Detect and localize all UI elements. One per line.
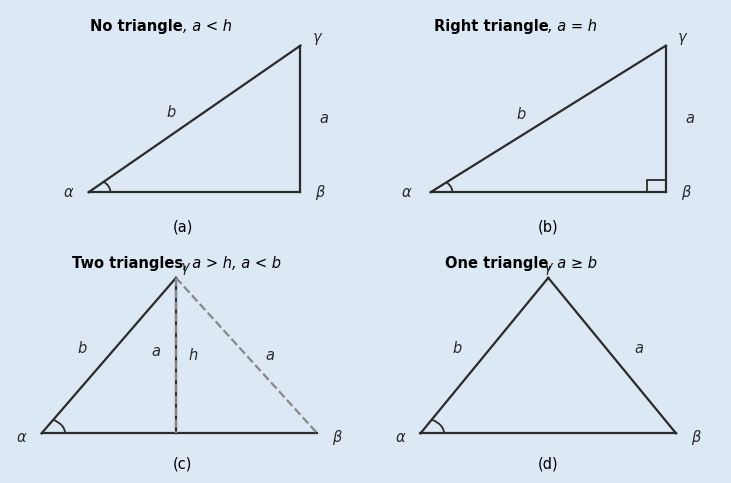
- Text: $\beta$: $\beta$: [691, 428, 702, 447]
- Text: b: b: [167, 105, 175, 120]
- Text: $\beta$: $\beta$: [681, 183, 692, 202]
- Text: (a): (a): [173, 219, 193, 234]
- Text: a: a: [685, 112, 694, 127]
- Text: b: b: [517, 107, 526, 122]
- Text: $\gamma$: $\gamma$: [311, 31, 323, 47]
- Text: a: a: [319, 112, 328, 127]
- Text: a: a: [151, 343, 160, 359]
- Text: No triangle: No triangle: [90, 19, 183, 34]
- Text: h: h: [188, 348, 197, 363]
- Text: Two triangles: Two triangles: [72, 256, 183, 270]
- Text: $\alpha$: $\alpha$: [15, 430, 27, 445]
- Text: Right triangle: Right triangle: [433, 19, 548, 34]
- Text: , a < h: , a < h: [183, 19, 232, 34]
- Text: $\alpha$: $\alpha$: [401, 185, 413, 200]
- Text: $\beta$: $\beta$: [315, 183, 326, 202]
- Text: $\gamma$: $\gamma$: [542, 261, 554, 277]
- Text: b: b: [452, 341, 462, 356]
- Text: (d): (d): [538, 456, 558, 471]
- Text: a: a: [635, 341, 643, 356]
- Text: $\gamma$: $\gamma$: [677, 31, 689, 47]
- Text: (c): (c): [173, 456, 192, 471]
- Text: $\alpha$: $\alpha$: [395, 430, 406, 445]
- Text: $\alpha$: $\alpha$: [63, 185, 74, 200]
- Text: b: b: [77, 341, 86, 356]
- Text: a: a: [265, 348, 275, 363]
- Text: One triangle: One triangle: [445, 256, 548, 270]
- Text: (b): (b): [538, 219, 558, 234]
- Text: , a > h, a < b: , a > h, a < b: [183, 256, 281, 270]
- Text: $\beta$: $\beta$: [332, 428, 343, 447]
- Text: $\gamma$: $\gamma$: [181, 261, 192, 277]
- Text: , a ≥ b: , a ≥ b: [548, 256, 597, 270]
- Text: , a = h: , a = h: [548, 19, 597, 34]
